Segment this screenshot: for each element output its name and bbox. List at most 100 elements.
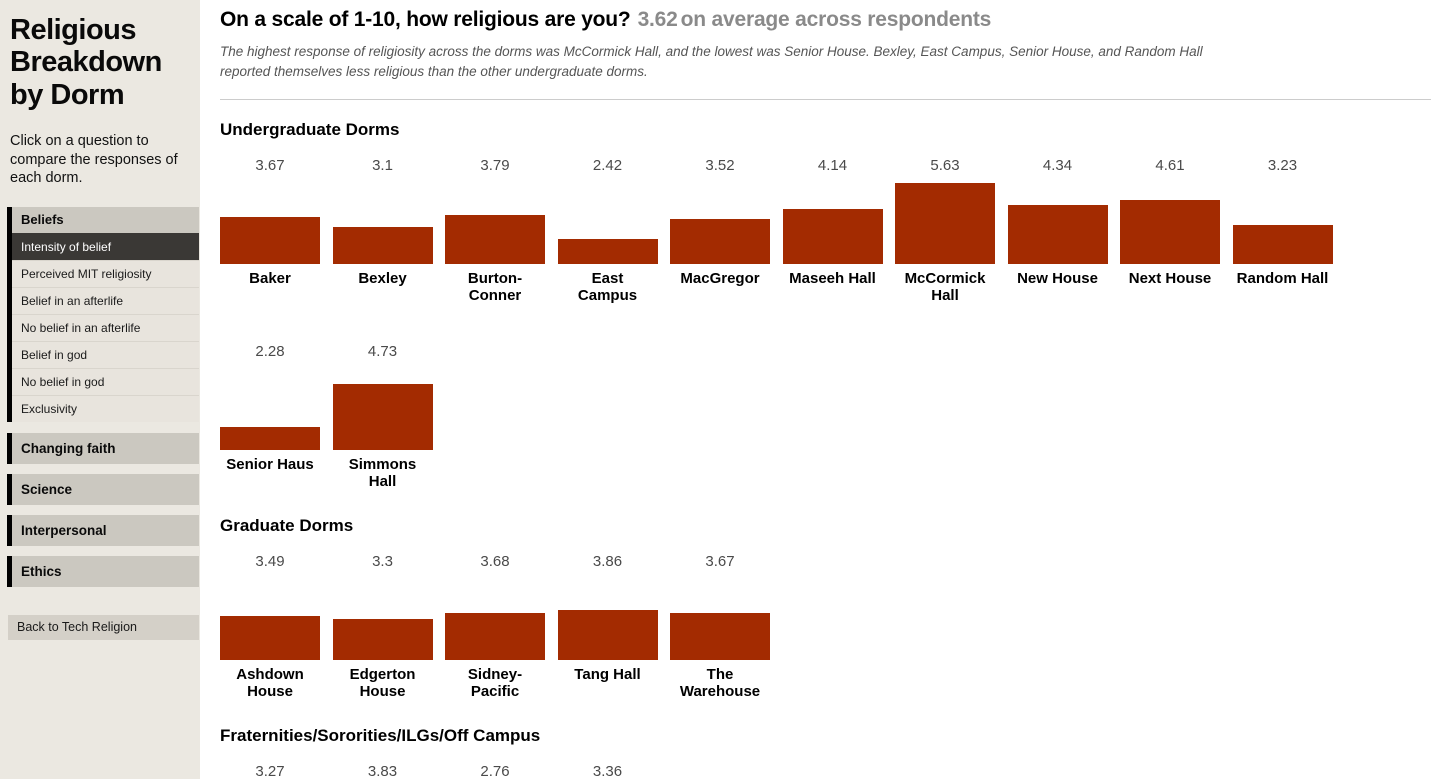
bar-label: Baker bbox=[249, 269, 291, 287]
bar-area bbox=[557, 573, 658, 660]
bar-value: 3.36 bbox=[592, 762, 623, 779]
menu-item-belief-in-an-afterlife[interactable]: Belief in an afterlife bbox=[12, 286, 199, 314]
bar-column: 3.36 bbox=[558, 763, 658, 779]
menu-header-changing-faith[interactable]: Changing faith bbox=[12, 432, 199, 464]
section-rows: 3.27 3.83 2.76 3.36 bbox=[220, 763, 1431, 779]
menu-header-interpersonal[interactable]: Interpersonal bbox=[12, 514, 199, 546]
bar-label: Tang Hall bbox=[574, 665, 641, 683]
bar-value: 4.14 bbox=[817, 156, 848, 174]
bar bbox=[220, 615, 320, 660]
bar bbox=[332, 384, 433, 450]
menu-item-exclusivity[interactable]: Exclusivity bbox=[12, 394, 199, 422]
chart-row: 2.28 Senior Haus 4.73 Simmons Hall bbox=[220, 343, 1431, 516]
bar-column: 2.76 bbox=[445, 763, 545, 779]
menu-header-beliefs[interactable]: Beliefs bbox=[12, 206, 199, 233]
bar-label: Ashdown House bbox=[236, 665, 304, 700]
bar-value: 3.79 bbox=[480, 156, 510, 174]
bar-label: McCormick Hall bbox=[904, 269, 986, 304]
bar-column-edgerton-house: 3.3 Edgerton House bbox=[332, 552, 433, 726]
section-rows: 3.49 Ashdown House 3.3 Edgerton House 3.68 Si… bbox=[220, 553, 1431, 726]
bar-area bbox=[332, 573, 433, 660]
bar-column-macgregor: 3.52 MacGregor bbox=[670, 157, 770, 343]
charts: Undergraduate Dorms 3.67 Baker 3.1 Bexley 3.7… bbox=[220, 120, 1431, 779]
bar-value: 3.3 bbox=[372, 552, 393, 570]
bar bbox=[445, 612, 545, 660]
bar-column-the-warehouse: 3.67 The Warehouse bbox=[670, 553, 770, 726]
bar-area bbox=[445, 573, 545, 660]
bar-value: 3.49 bbox=[255, 552, 285, 570]
bar-column-mccormick-hall: 5.63 McCormick Hall bbox=[895, 157, 995, 343]
bar-label: Random Hall bbox=[1236, 269, 1329, 287]
bar-value: 2.42 bbox=[592, 156, 623, 174]
bar-column-ashdown-house: 3.49 Ashdown House bbox=[220, 553, 320, 726]
bar-label: Edgerton House bbox=[349, 665, 416, 700]
bar bbox=[557, 238, 658, 264]
bar-value: 4.34 bbox=[1042, 156, 1073, 174]
bar-area bbox=[445, 177, 545, 264]
section-undergraduate-dorms: Undergraduate Dorms 3.67 Baker 3.1 Bexley 3.7… bbox=[220, 120, 1431, 516]
bar-value: 4.73 bbox=[367, 342, 398, 360]
menu-group-beliefs: Beliefs Intensity of belief Perceived MIT … bbox=[7, 206, 199, 422]
section-rows: 3.67 Baker 3.1 Bexley 3.79 Burton- Conner 2.42… bbox=[220, 157, 1431, 516]
bar-label: Next House bbox=[1128, 269, 1212, 287]
bar-value: 4.61 bbox=[1155, 156, 1185, 174]
section-fraternities-sororities-ilgs-off-campus: Fraternities/Sororities/ILGs/Off Campus 3… bbox=[220, 726, 1431, 779]
menu-item-intensity-of-belief[interactable]: Intensity of belief bbox=[12, 232, 199, 260]
bar-column: 3.83 bbox=[333, 763, 433, 779]
bar bbox=[895, 182, 995, 264]
average-suffix: on average across respondents bbox=[680, 8, 992, 31]
bar-value: 3.27 bbox=[255, 762, 285, 779]
menu-item-no-belief-in-god[interactable]: No belief in god bbox=[12, 367, 199, 395]
bar bbox=[332, 226, 433, 264]
bar bbox=[220, 427, 320, 450]
bar-column-burton-conner: 3.79 Burton- Conner bbox=[445, 157, 545, 343]
bar-label: New House bbox=[1017, 269, 1098, 287]
menu-item-no-belief-in-an-afterlife[interactable]: No belief in an afterlife bbox=[12, 313, 199, 341]
menu-header-ethics[interactable]: Ethics bbox=[12, 555, 199, 587]
average-value: 3.62 bbox=[637, 8, 678, 31]
bar bbox=[670, 612, 770, 660]
bar-label: East Campus bbox=[577, 269, 638, 304]
bar-area bbox=[782, 177, 883, 264]
bar bbox=[670, 219, 770, 264]
bar-area bbox=[895, 177, 995, 264]
bar-area bbox=[1007, 177, 1108, 264]
bar-value: 3.67 bbox=[255, 156, 285, 174]
back-link[interactable]: Back to Tech Religion bbox=[8, 614, 199, 640]
menu-group-science: Science bbox=[7, 473, 199, 505]
main-content: On a scale of 1-10, how religious are yo… bbox=[220, 0, 1431, 779]
question-text: On a scale of 1-10, how religious are yo… bbox=[220, 8, 631, 31]
question-menu: Beliefs Intensity of belief Perceived MIT … bbox=[0, 206, 200, 587]
chart-description: The highest response of religiosity acro… bbox=[220, 42, 1431, 83]
menu-header-science[interactable]: Science bbox=[12, 473, 199, 505]
bar bbox=[1232, 224, 1333, 264]
bar-area bbox=[220, 573, 320, 660]
bar-column-random-hall: 3.23 Random Hall bbox=[1232, 156, 1333, 343]
bar-column-sidney-pacific: 3.68 Sidney- Pacific bbox=[445, 553, 545, 726]
bar-value: 2.28 bbox=[255, 342, 285, 360]
bar-column-next-house: 4.61 Next House bbox=[1120, 157, 1220, 343]
bar-area bbox=[1120, 177, 1220, 264]
bar bbox=[1120, 200, 1220, 264]
bar-value: 3.52 bbox=[705, 156, 735, 174]
chart-row: 3.49 Ashdown House 3.3 Edgerton House 3.68 Si… bbox=[220, 553, 1431, 726]
bar-column: 3.27 bbox=[220, 763, 320, 779]
bar-column-new-house: 4.34 New House bbox=[1007, 156, 1108, 343]
bar-label: The Warehouse bbox=[679, 665, 761, 700]
menu-group-changing-faith: Changing faith bbox=[7, 432, 199, 464]
bar-area bbox=[220, 363, 320, 450]
bar-column-tang-hall: 3.86 Tang Hall bbox=[557, 553, 658, 726]
bar-label: Burton- Conner bbox=[467, 269, 523, 304]
bar bbox=[332, 619, 433, 660]
bar-value: 2.76 bbox=[480, 762, 510, 779]
bar-value: 3.1 bbox=[372, 156, 393, 174]
menu-item-perceived-mit-religiosity[interactable]: Perceived MIT religiosity bbox=[12, 259, 199, 287]
section-graduate-dorms: Graduate Dorms 3.49 Ashdown House 3.3 Edgert… bbox=[220, 516, 1431, 726]
question-title: On a scale of 1-10, how religious are yo… bbox=[220, 8, 1431, 32]
menu-group-interpersonal: Interpersonal bbox=[7, 514, 199, 546]
bar-value: 3.23 bbox=[1267, 156, 1298, 174]
bar bbox=[220, 216, 320, 264]
menu-item-belief-in-god[interactable]: Belief in god bbox=[12, 340, 199, 368]
bar-label: Maseeh Hall bbox=[789, 269, 876, 287]
